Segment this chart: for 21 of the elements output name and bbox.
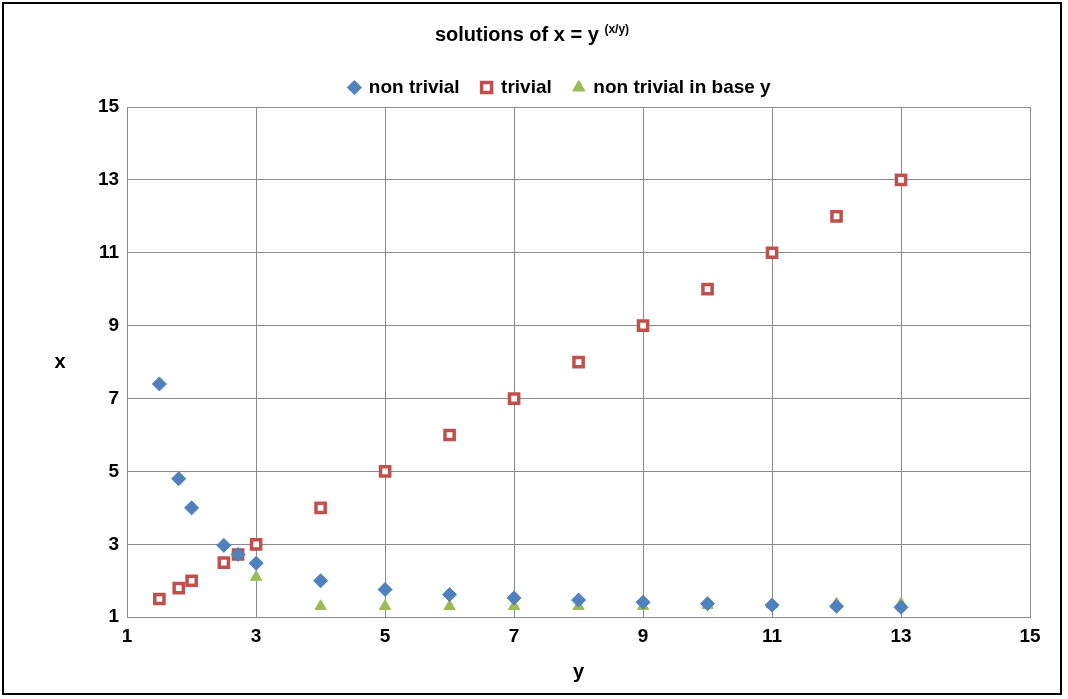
legend-label: non trivial [368, 75, 460, 97]
x-axis-title: y [573, 659, 585, 682]
y-tick-label: 7 [108, 386, 120, 408]
x-tick-label: 13 [890, 624, 912, 646]
y-tick-label: 13 [97, 168, 120, 190]
x-tick-label: 7 [508, 624, 520, 646]
legend-label: trivial [501, 75, 552, 97]
x-tick-label: 11 [761, 624, 783, 646]
y-tick-label: 3 [108, 532, 120, 554]
y-tick-label: 1 [108, 605, 120, 627]
x-tick-label: 5 [379, 624, 391, 646]
y-axis-title: x [54, 349, 66, 372]
y-tick-label: 5 [108, 459, 120, 481]
legend-label: non trivial in base y [593, 75, 772, 97]
chart-title: solutions of x = y $^{(x/y)}$ [433, 22, 631, 46]
y-tick-label: 11 [99, 241, 120, 263]
x-tick-label: 9 [637, 624, 649, 646]
x-tick-label: 15 [1019, 624, 1041, 646]
x-tick-label: 3 [250, 624, 262, 646]
y-tick-label: 9 [108, 313, 120, 335]
y-tick-label: 15 [97, 95, 120, 117]
